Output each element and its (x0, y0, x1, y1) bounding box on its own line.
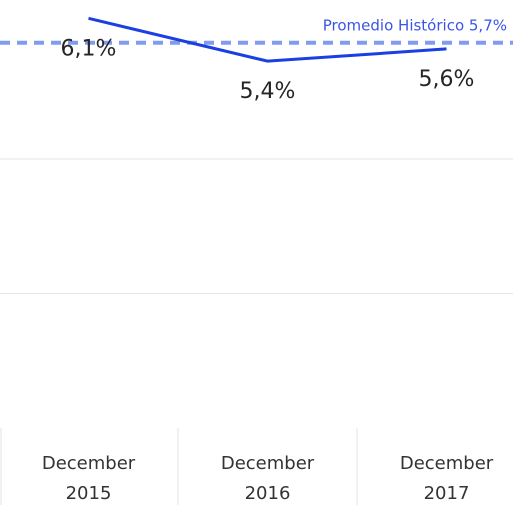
reference-label: Promedio Histórico 5,7% (323, 16, 507, 34)
x-tick-label: December 2015 (41, 453, 136, 504)
data-label: 5,4% (240, 79, 296, 104)
x-tick-label: December 2017 (399, 453, 494, 504)
line (88, 16, 447, 63)
x-tick-label: December 2016 (220, 453, 315, 504)
data-label: 5,6% (419, 67, 475, 92)
data-label: 6,1% (61, 36, 117, 61)
